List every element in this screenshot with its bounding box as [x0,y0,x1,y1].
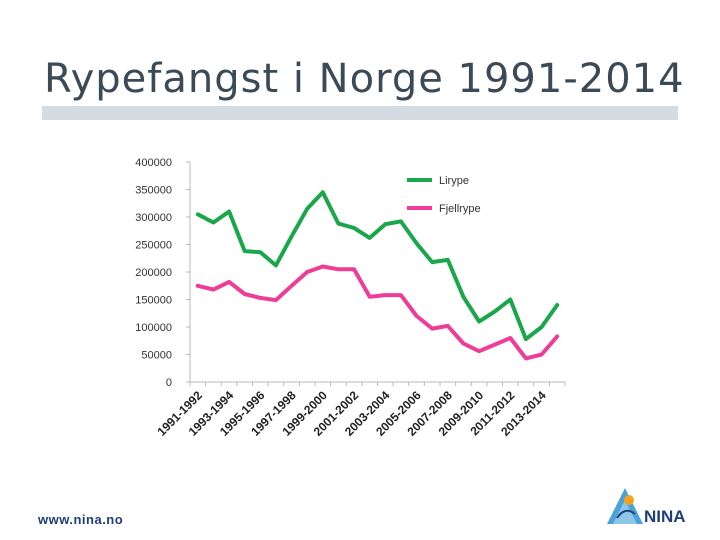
y-tick-label: 50000 [141,350,172,362]
series-layer [195,190,560,361]
data-point [430,260,434,264]
y-tick-label: 0 [166,377,172,389]
data-point [446,258,450,262]
y-tick-label: 150000 [135,295,172,307]
y-tick-label: 100000 [135,322,172,334]
data-point [368,236,372,240]
data-point [211,221,215,224]
data-point [540,353,544,356]
y-tick-label: 200000 [135,267,172,279]
legend: Lirype Fjellrype [407,175,481,215]
data-point [477,349,481,353]
data-point [290,234,294,238]
data-point [399,293,403,297]
footer-url[interactable]: www.nina.no [38,512,124,527]
data-point [508,336,512,340]
data-point [243,249,247,253]
y-tick-label: 350000 [135,185,172,197]
data-point [415,241,419,245]
data-point [493,310,497,314]
data-point [211,288,215,292]
data-point [321,190,325,194]
logo-text: NINA [644,507,686,526]
data-point [196,284,200,288]
y-tick-label: 400000 [135,157,172,169]
data-point [524,356,528,360]
data-point [227,280,231,284]
title-underline-bar [42,106,678,120]
legend-label: Lirype [439,175,469,187]
x-axis: 1991-19921993-19941995-19961997-19981999… [154,381,566,439]
data-point [336,267,340,271]
data-point [555,334,559,338]
data-point [274,263,278,267]
data-point [258,250,262,254]
series-line-lirype [195,190,560,342]
data-point [540,325,544,329]
slide-title: Rypefangst i Norge 1991-2014 [44,56,685,102]
data-point [336,222,340,226]
y-axis: 0 50000 100000 150000 200000 250000 300000 3500… [135,157,191,389]
data-point [555,303,559,307]
data-point [461,295,465,299]
y-tick-label: 300000 [135,212,172,224]
data-point [383,293,387,297]
data-point [399,219,403,223]
data-point [493,343,497,347]
data-point [508,298,512,301]
data-point [227,210,231,213]
data-point [258,296,262,300]
data-point [290,284,294,288]
data-point [243,292,247,296]
data-point [196,212,200,216]
legend-label: Fjellrype [439,203,481,215]
data-point [383,222,387,226]
data-point [368,295,372,299]
data-point [415,314,419,318]
y-tick-label: 250000 [135,240,172,252]
data-point [274,298,278,302]
data-point [446,324,450,328]
series-line-fjellrype [195,264,560,361]
nina-logo-icon [607,488,643,524]
data-point [352,226,356,230]
data-point [321,265,325,268]
data-point [305,270,309,274]
data-point [430,327,434,331]
data-point [305,207,309,211]
data-point [352,267,356,271]
data-point [524,337,528,341]
data-point [461,342,465,345]
data-point [477,320,481,323]
